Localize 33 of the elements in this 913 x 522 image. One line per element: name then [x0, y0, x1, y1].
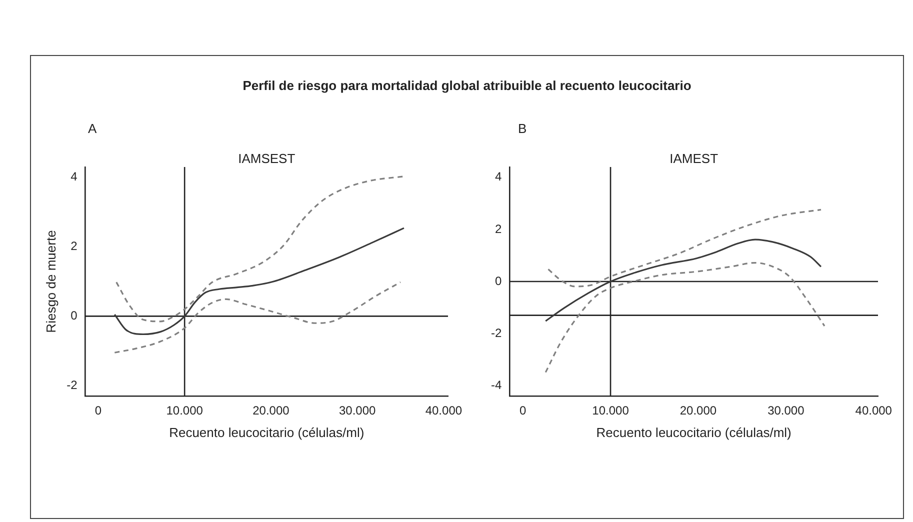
chart-subtitle: IAMSEST	[238, 151, 296, 166]
y-tick-label: -2	[491, 326, 502, 340]
y-axis-title: Riesgo de muerte	[43, 230, 58, 333]
line-series	[114, 227, 405, 336]
chart-title: A	[88, 121, 97, 136]
x-tick-label: 30.000	[768, 404, 805, 418]
line-series	[544, 238, 822, 322]
x-tick-label: 30.000	[338, 404, 376, 418]
x-tick-label: 40.000	[855, 404, 892, 418]
line-series	[544, 262, 826, 374]
x-tick-label: 40.000	[425, 404, 462, 418]
x-tick-label: 0	[519, 404, 526, 418]
y-tick-label: 2	[494, 222, 502, 236]
y-tick-label: 2	[70, 239, 78, 254]
chart-subtitle: IAMEST	[670, 151, 718, 166]
text: Perfil de riesgo para mortalidad global atribuible al recuento leucocitario	[242, 78, 692, 93]
x-axis-title: Recuento leucocitario (células/ml)	[596, 424, 792, 440]
x-tick-label: 10.000	[592, 404, 630, 418]
x-tick-label: 10.000	[166, 404, 204, 418]
y-tick-label: 0	[70, 308, 78, 323]
y-tick-label: 0	[494, 274, 502, 288]
x-tick-label: 20.000	[252, 404, 290, 418]
chart-title: B	[518, 121, 527, 136]
y-tick-label: -2	[66, 378, 78, 392]
x-tick-label: 0	[94, 404, 102, 418]
line-series	[547, 208, 822, 288]
line-series	[114, 281, 402, 354]
x-axis-title: Recuento leucocitario (células/ml)	[169, 424, 364, 440]
y-tick-label: -4	[491, 378, 502, 392]
y-tick-label: 4	[70, 170, 78, 184]
x-tick-label: 20.000	[680, 404, 717, 418]
y-tick-label: 4	[494, 170, 502, 184]
line-series	[116, 176, 405, 322]
